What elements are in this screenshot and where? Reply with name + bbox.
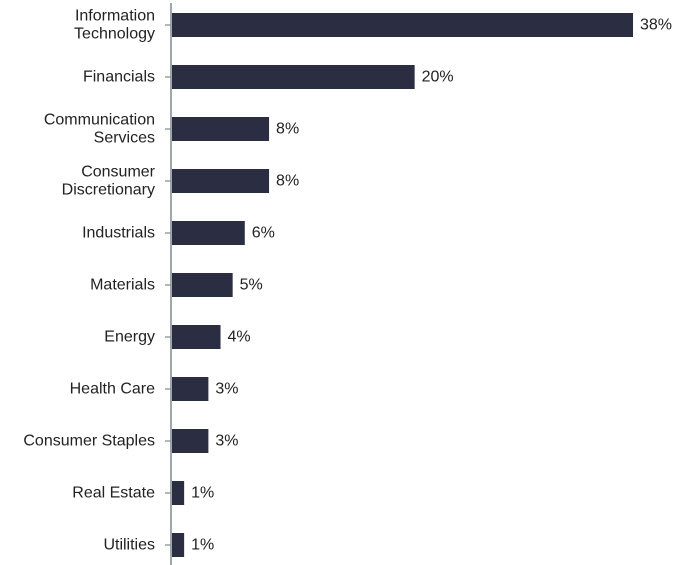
- bar: [172, 325, 221, 349]
- category-label: Industrials: [82, 225, 155, 242]
- bar-value-label: 1%: [191, 485, 214, 502]
- bar: [172, 377, 209, 401]
- bar: [172, 65, 415, 89]
- labels-layer: 38% Information Technology 20% Financials 8% C…: [23, 8, 672, 554]
- bar-value-label: 8%: [276, 121, 299, 138]
- category-label: Utilities: [103, 537, 155, 554]
- category-label: Consumer Staples: [23, 433, 155, 450]
- category-label: Communication Services: [44, 112, 155, 147]
- bar: [172, 429, 209, 453]
- bar-value-label: 3%: [215, 381, 238, 398]
- category-label: Materials: [90, 277, 155, 294]
- bar-value-label: 3%: [215, 433, 238, 450]
- bar-value-label: 20%: [422, 69, 454, 86]
- bar: [172, 117, 270, 141]
- category-label: Health Care: [70, 381, 155, 398]
- category-label: Energy: [104, 329, 155, 346]
- bar-value-label: 8%: [276, 173, 299, 190]
- bar-value-label: 1%: [191, 537, 214, 554]
- bar: [172, 481, 185, 505]
- bar-value-label: 38%: [640, 17, 672, 34]
- bar: [172, 221, 245, 245]
- bar: [172, 169, 270, 193]
- category-label: Information Technology: [74, 8, 155, 43]
- category-label: Real Estate: [72, 485, 155, 502]
- bar-value-label: 5%: [240, 277, 263, 294]
- category-label: Consumer Discretionary: [62, 164, 156, 199]
- bars-layer: [172, 13, 633, 557]
- category-label: Financials: [83, 69, 155, 86]
- bar-value-label: 4%: [228, 329, 251, 346]
- bar-value-label: 6%: [252, 225, 275, 242]
- bar: [172, 13, 633, 37]
- bar: [172, 533, 185, 557]
- bar: [172, 273, 233, 297]
